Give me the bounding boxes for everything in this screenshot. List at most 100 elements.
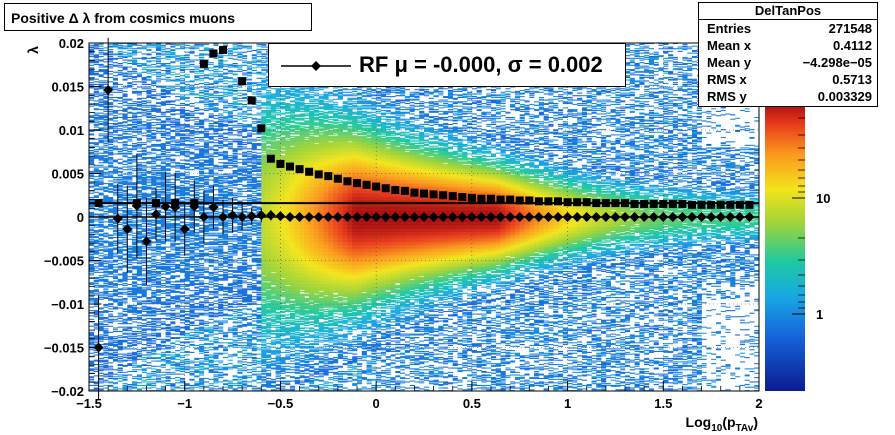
- heatmap-cell: [99, 115, 104, 116]
- heatmap-cell: [113, 287, 118, 288]
- heatmap-cell: [94, 219, 99, 220]
- heatmap-cell: [108, 139, 113, 140]
- heatmap-cell: [94, 248, 99, 249]
- heatmap-cell: [108, 348, 113, 349]
- heatmap-cell: [99, 153, 104, 154]
- heatmap-cell: [103, 334, 108, 335]
- heatmap-cell: [127, 342, 132, 343]
- heatmap-cell: [89, 296, 94, 297]
- heatmap-cell: [108, 208, 113, 209]
- heatmap-cell: [118, 260, 123, 261]
- heatmap-cell: [89, 133, 94, 134]
- heatmap-cell: [103, 254, 108, 255]
- heatmap-cell: [123, 365, 128, 366]
- heatmap-cell: [99, 180, 104, 181]
- heatmap-cell: [94, 214, 99, 215]
- heatmap-cell: [89, 54, 94, 55]
- heatmap-cell: [108, 241, 113, 242]
- heatmap-cell: [99, 261, 104, 262]
- heatmap-cell: [99, 50, 104, 51]
- heatmap-cell: [103, 211, 108, 212]
- heatmap-cell: [123, 160, 128, 161]
- heatmap-cell: [89, 65, 94, 66]
- heatmap-cell: [113, 289, 118, 290]
- heatmap-cell: [103, 289, 108, 290]
- heatmap-cell: [113, 89, 118, 90]
- heatmap-cell: [123, 144, 128, 145]
- heatmap-cell: [113, 357, 118, 358]
- heatmap-cell: [99, 80, 104, 81]
- heatmap-cell: [99, 123, 104, 124]
- heatmap-cell: [118, 162, 123, 163]
- heatmap-cell: [89, 256, 94, 257]
- heatmap-cell: [103, 343, 108, 344]
- heatmap-cell: [113, 72, 118, 73]
- heatmap-cell: [123, 75, 128, 76]
- heatmap-cell: [94, 124, 99, 125]
- heatmap-cell: [118, 335, 123, 336]
- heatmap-cell: [94, 180, 99, 181]
- heatmap-cell: [103, 352, 108, 353]
- heatmap-cell: [103, 190, 108, 191]
- heatmap-cell: [103, 274, 108, 275]
- heatmap-cell: [94, 100, 99, 101]
- heatmap-cell: [89, 212, 94, 213]
- heatmap-cell: [108, 315, 113, 316]
- heatmap-cell: [123, 131, 128, 132]
- heatmap-cell: [118, 237, 123, 238]
- heatmap-cell: [108, 81, 113, 82]
- heatmap-cell: [118, 360, 123, 361]
- heatmap-cell: [108, 160, 113, 161]
- heatmap-cell: [123, 167, 128, 168]
- heatmap-cell: [118, 356, 123, 357]
- heatmap-cell: [99, 247, 104, 248]
- heatmap-cell: [113, 319, 118, 320]
- heatmap-cell: [123, 66, 128, 67]
- heatmap-cell: [99, 275, 104, 276]
- heatmap-cell: [108, 375, 113, 376]
- heatmap-cell: [113, 78, 118, 79]
- heatmap-cell: [89, 197, 94, 198]
- heatmap-cell: [89, 298, 94, 299]
- heatmap-cell: [108, 51, 113, 52]
- heatmap-cell: [89, 193, 94, 194]
- heatmap-cell: [108, 378, 113, 379]
- heatmap-cell: [108, 319, 113, 320]
- heatmap-cell: [94, 266, 99, 267]
- heatmap-cell: [108, 332, 113, 333]
- heatmap-cell: [94, 188, 99, 189]
- heatmap-cell: [103, 168, 108, 169]
- heatmap-cell: [103, 317, 108, 318]
- heatmap-cell: [89, 150, 94, 151]
- heatmap-cell: [89, 49, 94, 50]
- heatmap-cell: [118, 263, 123, 264]
- heatmap-cell: [118, 90, 123, 91]
- heatmap-cell: [108, 237, 113, 238]
- heatmap-cell: [113, 307, 118, 308]
- heatmap-cell: [108, 294, 113, 295]
- heatmap-cell: [118, 63, 123, 64]
- heatmap-cell: [99, 109, 104, 110]
- heatmap-cell: [118, 177, 123, 178]
- heatmap-cell: [99, 317, 104, 318]
- heatmap-cell: [89, 361, 94, 362]
- heatmap-cell: [123, 314, 128, 315]
- heatmap-cell: [113, 115, 118, 116]
- heatmap-cell: [113, 269, 118, 270]
- heatmap-cell: [99, 224, 104, 225]
- heatmap-cell: [123, 52, 128, 53]
- heatmap-cell: [99, 94, 104, 95]
- heatmap-cell: [99, 209, 104, 210]
- heatmap-cell: [123, 292, 128, 293]
- heatmap-cell: [108, 385, 113, 386]
- heatmap-cell: [94, 151, 99, 152]
- heatmap-cell: [103, 155, 108, 156]
- heatmap-cell: [89, 273, 94, 274]
- heatmap-cell: [108, 389, 113, 390]
- heatmap-cell: [94, 246, 99, 247]
- heatmap-cell: [103, 328, 108, 329]
- heatmap-cell: [113, 329, 118, 330]
- heatmap-cell: [118, 100, 123, 101]
- heatmap-cell: [108, 286, 113, 287]
- heatmap-cell: [118, 301, 123, 302]
